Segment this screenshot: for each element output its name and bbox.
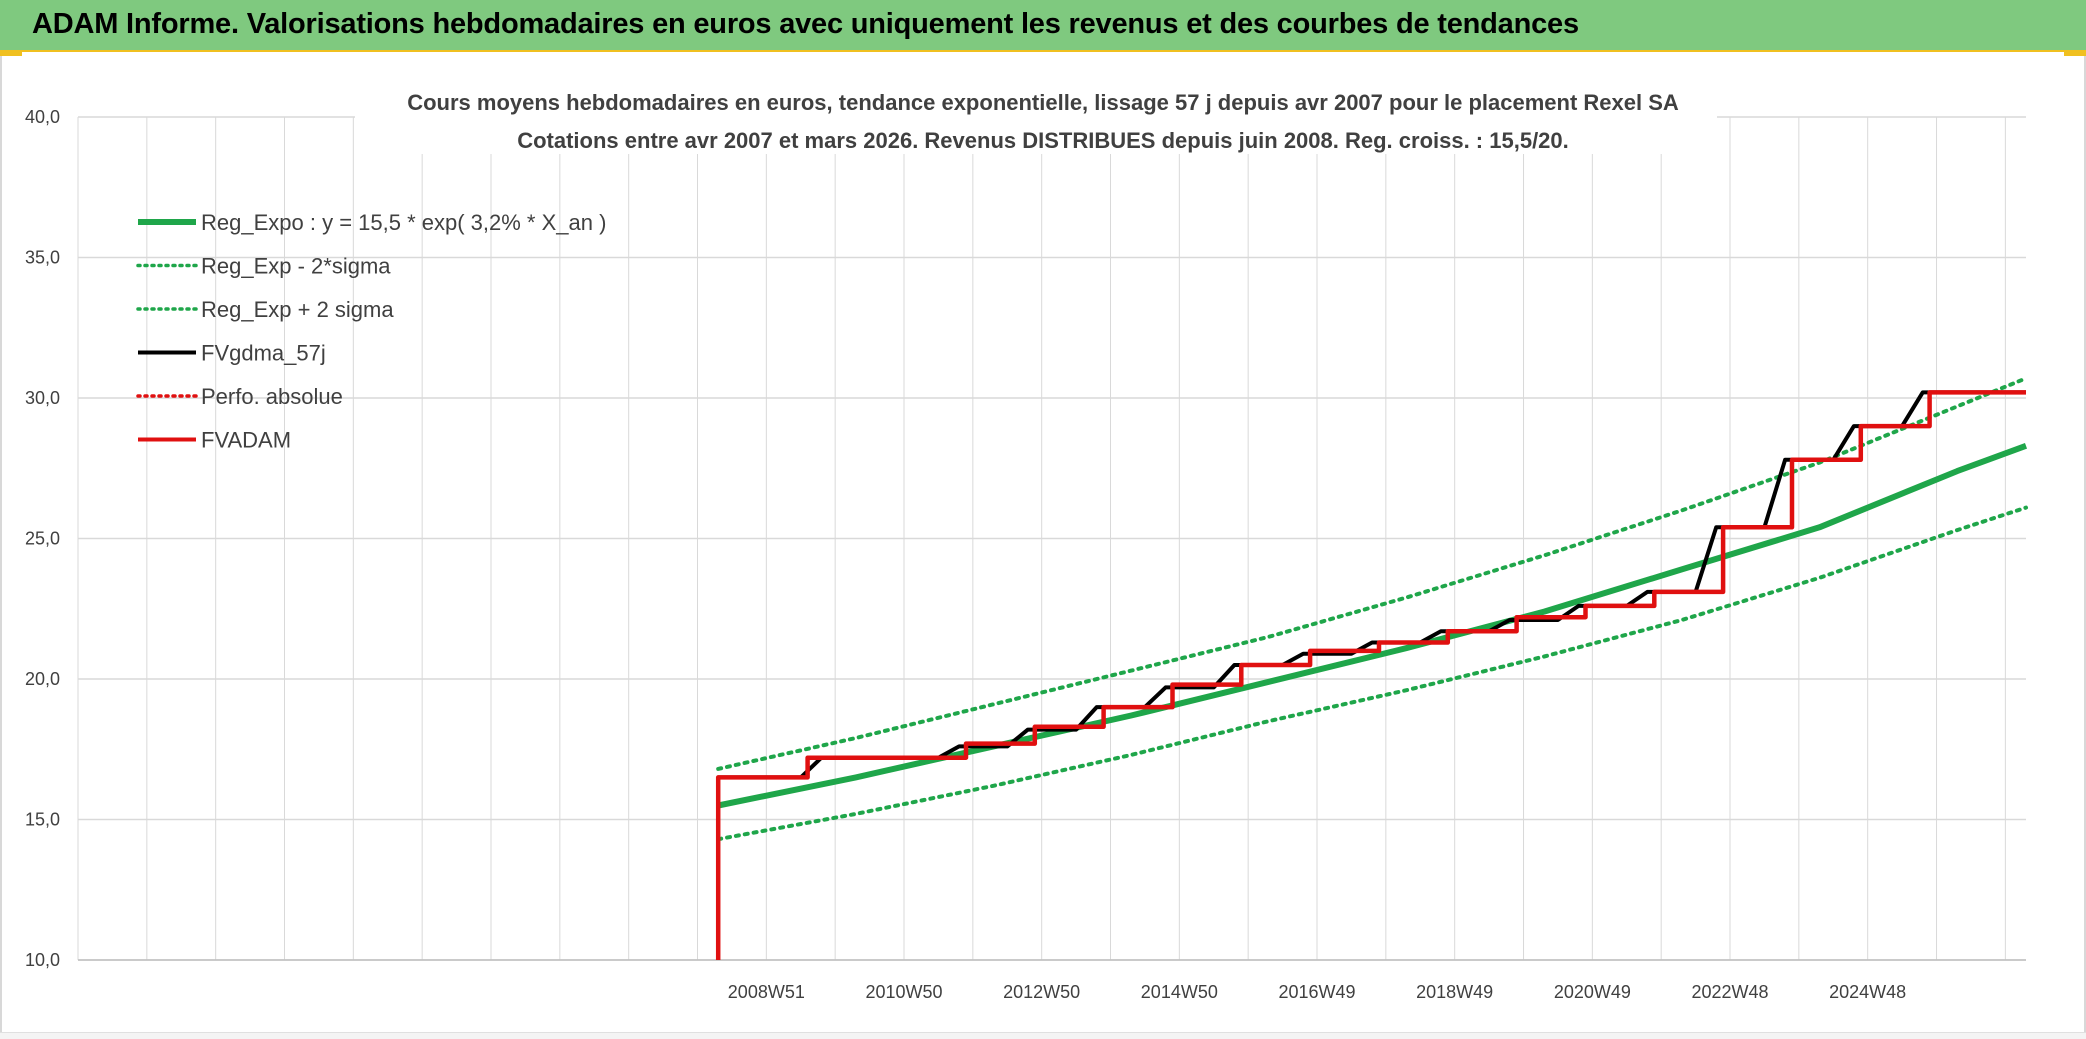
x-tick-label: 2010W50 [865, 982, 942, 1002]
series-line-3 [718, 390, 2026, 780]
y-tick-label: 25,0 [25, 529, 60, 549]
chart-grid [77, 116, 2026, 961]
y-axis-ticks: 10,0 15,0 20,0 25,0 30,0 35,0 40,0 [25, 107, 60, 970]
chart-frame [0, 56, 2086, 1038]
x-tick-label: 2012W50 [1003, 982, 1080, 1002]
header-banner: ADAM Informe. Valorisations hebdomadaire… [0, 0, 2086, 52]
chart-series [715, 376, 2028, 960]
x-tick-label: 2024W48 [1829, 982, 1906, 1002]
x-tick-label: 2018W49 [1416, 982, 1493, 1002]
header-title: ADAM Informe. Valorisations hebdomadaire… [32, 8, 1579, 40]
y-tick-label: 30,0 [25, 388, 60, 408]
chart-title: Cours moyens hebdomadaires en euros, ten… [407, 90, 1679, 115]
legend-label-0: Reg_Expo : y = 15,5 * exp( 3,2% * X_an ) [201, 210, 606, 235]
legend-label-2: Reg_Exp + 2 sigma [201, 297, 394, 322]
series-line-2 [716, 376, 2028, 771]
x-tick-label: 2016W49 [1278, 982, 1355, 1002]
bottom-bar [0, 1032, 2086, 1039]
y-tick-label: 10,0 [25, 950, 60, 970]
legend-label-1: Reg_Exp - 2*sigma [201, 254, 391, 279]
series-line-5 [715, 390, 2026, 960]
x-tick-label: 2022W48 [1691, 982, 1768, 1002]
legend-label-5: FVADAM [201, 428, 291, 453]
y-tick-label: 35,0 [25, 248, 60, 268]
chart-legend: Reg_Expo : y = 15,5 * exp( 3,2% * X_an )… [136, 210, 606, 453]
banner-accent-right [2064, 50, 2086, 56]
banner-accent-left [0, 50, 22, 56]
chart-subtitle: Cotations entre avr 2007 et mars 2026. R… [517, 128, 1569, 153]
x-tick-label: 2014W50 [1141, 982, 1218, 1002]
legend-label-3: FVgdma_57j [201, 341, 326, 366]
y-tick-label: 20,0 [25, 669, 60, 689]
chart-title-background [355, 84, 1717, 154]
x-tick-label: 2008W51 [728, 982, 805, 1002]
x-tick-label: 2020W49 [1554, 982, 1631, 1002]
x-axis-ticks: 2008W51 2010W50 2012W50 2014W50 2016W49 2018W… [728, 982, 1906, 1002]
series-line-0 [717, 442, 2028, 809]
legend-label-4: Perfo. absolue [201, 384, 343, 409]
y-tick-label: 40,0 [25, 107, 60, 127]
y-tick-label: 15,0 [25, 810, 60, 830]
series-line-1 [716, 505, 2028, 842]
